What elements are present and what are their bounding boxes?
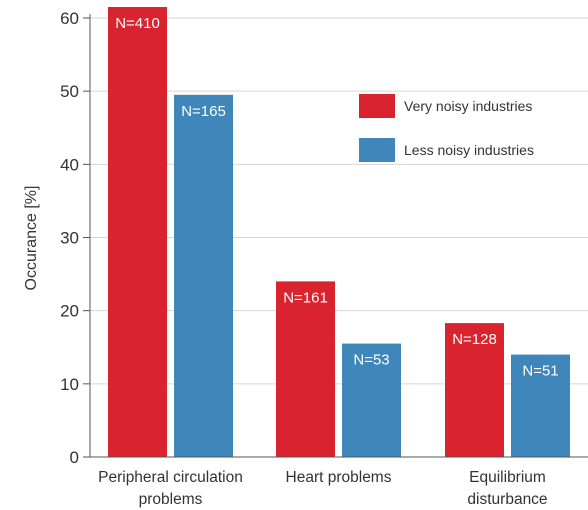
bar	[108, 7, 167, 458]
legend-label: Less noisy industries	[404, 142, 534, 158]
y-tick-label: 0	[70, 448, 79, 467]
legend-swatch	[359, 138, 395, 162]
y-tick-label: 20	[60, 302, 79, 321]
legend-swatch	[359, 94, 395, 118]
y-axis-ticks: 0 10 20 30 40 50 60	[60, 9, 90, 467]
bar	[276, 281, 335, 457]
data-label: N=53	[353, 352, 389, 369]
y-tick-label: 40	[60, 155, 79, 174]
y-tick-label: 10	[60, 375, 79, 394]
y-tick-label: 60	[60, 9, 79, 28]
data-labels: N=410 N=161 N=128 N=165 N=53 N=51	[115, 15, 558, 380]
bar	[342, 343, 401, 457]
data-label: N=165	[181, 103, 226, 120]
category-label: problems	[139, 491, 203, 508]
category-label: Equilibrium	[469, 469, 546, 486]
grid-lines	[90, 17, 588, 385]
bar	[511, 354, 570, 457]
category-label: Peripheral circulation	[98, 469, 243, 486]
legend: Very noisy industries Less noisy industri…	[359, 94, 534, 162]
y-axis-title: Occurance [%]	[23, 186, 40, 291]
bar	[174, 94, 233, 457]
category-label: disturbance	[467, 491, 547, 508]
y-tick-label: 50	[60, 82, 79, 101]
data-label: N=51	[522, 363, 558, 380]
x-axis-labels: Peripheral circulation problems Heart prob…	[98, 469, 547, 508]
bar	[445, 323, 504, 457]
data-label: N=161	[283, 289, 328, 306]
y-tick-label: 30	[60, 229, 79, 248]
category-label: Heart problems	[286, 469, 392, 486]
legend-label: Very noisy industries	[404, 98, 532, 114]
data-label: N=410	[115, 15, 160, 32]
data-label: N=128	[452, 331, 497, 348]
bars	[108, 7, 570, 458]
